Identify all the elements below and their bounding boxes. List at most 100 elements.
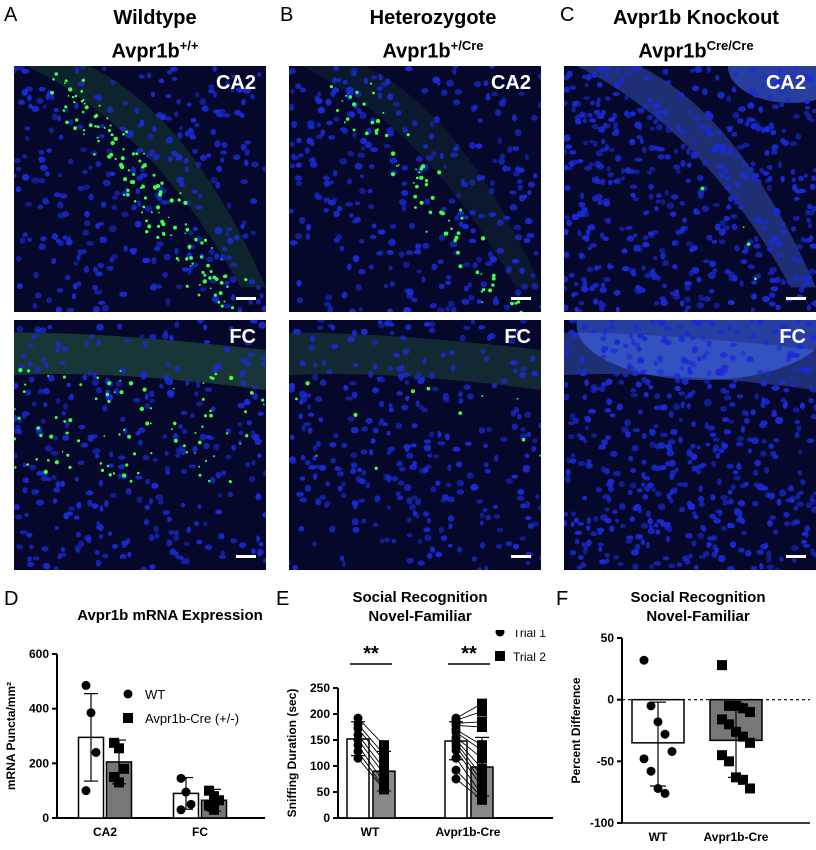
data-point xyxy=(477,698,487,709)
data-point xyxy=(451,765,461,775)
data-point xyxy=(81,680,91,690)
region-label: FC xyxy=(504,326,531,348)
data-point xyxy=(114,743,124,754)
y-tick-label: 0 xyxy=(607,693,614,707)
column-title-knockout: Avpr1b Knockout Avpr1bCre/Cre xyxy=(576,4,816,66)
panel-letter-f: F xyxy=(556,588,569,610)
data-point xyxy=(653,783,663,793)
scale-bar xyxy=(786,555,806,558)
y-tick-label: 400 xyxy=(29,702,49,716)
chart-d-title: Avpr1b mRNA Expression xyxy=(77,607,263,624)
data-point xyxy=(731,726,741,737)
y-tick-label: -100 xyxy=(590,816,614,830)
genotype-label: Avpr1b+/+ xyxy=(111,38,199,63)
legend-marker xyxy=(495,651,505,661)
data-point xyxy=(477,716,487,727)
data-point xyxy=(660,729,670,739)
region-label: FC xyxy=(779,326,806,348)
panel-letter-c: C xyxy=(560,4,575,26)
legend-label: Trial 2 xyxy=(513,650,546,664)
scale-bar xyxy=(236,297,256,300)
panel-letter-e: E xyxy=(276,588,290,610)
data-point xyxy=(91,747,101,757)
y-axis-label: Sniffing Duration (sec) xyxy=(285,689,299,818)
data-point xyxy=(114,777,124,788)
chart-e-title: Social Recognition Novel-Familiar xyxy=(352,589,488,625)
data-point xyxy=(477,745,487,756)
data-point xyxy=(109,772,119,782)
region-label: FC xyxy=(229,326,256,348)
y-tick-label: 200 xyxy=(29,756,49,770)
data-point xyxy=(181,787,191,797)
chart-f-title: Social Recognition Novel-Familiar xyxy=(630,589,766,625)
micrograph-heterozygote-ca2: CA2 xyxy=(289,66,541,312)
data-point xyxy=(204,785,214,796)
micrograph-knockout-fc: FC xyxy=(564,320,816,570)
legend-marker xyxy=(123,713,133,723)
data-point xyxy=(717,750,727,761)
data-point xyxy=(724,700,734,711)
micrograph-image xyxy=(14,320,266,570)
scale-bar xyxy=(786,297,806,300)
data-point xyxy=(186,799,196,809)
chart-d: 0 200 400 600 mRNA Puncta/mm² CA2 FC WT Avpr1b-C… xyxy=(4,647,265,839)
data-point xyxy=(731,700,741,711)
x-tick-label: Avpr1b-Cre xyxy=(704,830,769,844)
significance-label: ** xyxy=(461,643,477,665)
micrograph-image xyxy=(564,320,816,570)
x-tick-label: Avpr1b-Cre xyxy=(436,825,501,839)
data-point xyxy=(451,745,461,755)
legend-label: Trial 1 xyxy=(513,630,546,640)
data-point xyxy=(477,706,487,717)
column-title-text: Heterozygote xyxy=(369,7,497,29)
micrograph-image xyxy=(289,66,541,312)
y-tick-label: 100 xyxy=(310,759,330,773)
data-point xyxy=(738,731,748,742)
data-point xyxy=(639,655,649,665)
data-point xyxy=(745,783,755,794)
legend-label: Avpr1b-Cre (+/-) xyxy=(145,711,239,726)
data-point xyxy=(646,701,656,711)
micrograph-image xyxy=(564,66,816,312)
micrograph-wildtype-ca2: CA2 xyxy=(14,66,266,312)
data-point xyxy=(451,774,461,784)
data-point xyxy=(477,753,487,764)
micrograph-image xyxy=(14,66,266,312)
column-title-text: Wildtype xyxy=(113,7,197,29)
data-point xyxy=(738,703,748,714)
x-tick-label: WT xyxy=(361,825,380,839)
scale-bar xyxy=(511,297,531,300)
x-tick-label: FC xyxy=(192,825,208,839)
data-point xyxy=(119,763,129,774)
data-point xyxy=(379,740,389,751)
genotype-label: Avpr1b+/Cre xyxy=(382,38,484,63)
data-point xyxy=(477,771,487,782)
y-tick-label: 200 xyxy=(310,707,330,721)
data-point xyxy=(724,719,734,730)
data-point xyxy=(451,753,461,763)
legend-marker xyxy=(495,630,505,637)
micrograph-wildtype-fc: FC xyxy=(14,320,266,570)
micrograph-image xyxy=(289,320,541,570)
data-point xyxy=(731,772,741,783)
data-point xyxy=(738,774,748,785)
column-title-heterozygote: Heterozygote Avpr1b+/Cre xyxy=(318,4,548,66)
region-label: CA2 xyxy=(215,72,256,94)
panel-letter-b: B xyxy=(280,4,294,26)
data-point xyxy=(477,722,487,732)
y-tick-label: 0 xyxy=(323,811,330,825)
data-point xyxy=(81,786,91,796)
column-title-wildtype: Wildtype Avpr1b+/+ xyxy=(40,4,270,66)
data-point xyxy=(353,740,363,750)
data-point xyxy=(109,737,119,748)
data-point xyxy=(477,763,487,774)
data-point xyxy=(717,660,727,671)
data-point xyxy=(379,763,389,774)
y-tick-label: -50 xyxy=(597,754,615,768)
y-axis-label: Percent Difference xyxy=(569,677,583,783)
data-point xyxy=(724,756,734,767)
data-point xyxy=(745,737,755,748)
data-point xyxy=(353,746,363,756)
data-point xyxy=(477,781,487,792)
y-tick-label: 150 xyxy=(310,733,330,747)
